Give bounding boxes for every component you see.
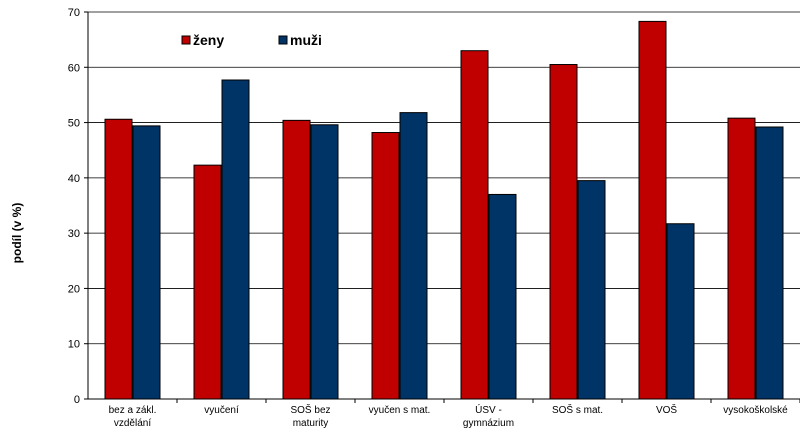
- tick-labels: 0 10 20 30 40 50 60 70 bez a zákl. vzdělání vyučen…: [68, 7, 788, 429]
- bar-zeny: [104, 118, 133, 400]
- x-category-label: bez a zákl.: [109, 405, 157, 416]
- x-category-label: ÚSV -: [475, 403, 502, 416]
- bar-muzi: [399, 112, 428, 400]
- bar-zeny: [371, 132, 400, 400]
- bar-zeny: [638, 20, 667, 400]
- y-tick-label: 30: [68, 228, 80, 240]
- x-category-label: VOŠ: [656, 403, 677, 416]
- bar-muzi: [755, 126, 784, 400]
- bar-muzi: [132, 125, 161, 400]
- bar-muzi: [666, 223, 695, 400]
- y-axis-label: podíl (v %): [10, 203, 24, 264]
- axes: [84, 11, 800, 403]
- bar-zeny: [549, 64, 578, 400]
- x-category-label: vyučení: [204, 405, 239, 416]
- y-tick-label: 60: [68, 62, 80, 74]
- bar-zeny: [282, 119, 311, 400]
- y-tick-label: 40: [68, 173, 80, 185]
- x-category-label: vysokoškolské: [723, 405, 788, 416]
- x-category-label: maturity: [293, 418, 329, 429]
- y-tick-label: 50: [68, 118, 80, 130]
- x-category-label: gymnázium: [463, 418, 514, 429]
- bar-zeny: [727, 117, 756, 400]
- bar-muzi: [310, 124, 339, 400]
- bar-muzi: [488, 193, 517, 400]
- y-tick-label: 10: [68, 339, 80, 351]
- bars: [104, 20, 784, 400]
- legend: ženy muži: [181, 32, 322, 48]
- x-category-label: SOŠ bez: [290, 403, 330, 416]
- legend-swatch: [278, 35, 288, 45]
- x-category-label: vzdělání: [114, 418, 151, 429]
- bar-muzi: [577, 180, 606, 400]
- bar-muzi: [221, 79, 250, 400]
- x-category-label: SOŠ s mat.: [552, 403, 603, 416]
- legend-label: ženy: [193, 32, 224, 48]
- bar-zeny: [193, 164, 222, 400]
- legend-swatch: [181, 35, 191, 45]
- bar-zeny: [460, 50, 489, 400]
- y-tick-label: 70: [68, 7, 80, 19]
- y-tick-label: 20: [68, 283, 80, 295]
- legend-label: muži: [290, 32, 322, 48]
- x-category-label: vyučen s mat.: [369, 405, 431, 416]
- y-tick-label: 0: [74, 394, 80, 406]
